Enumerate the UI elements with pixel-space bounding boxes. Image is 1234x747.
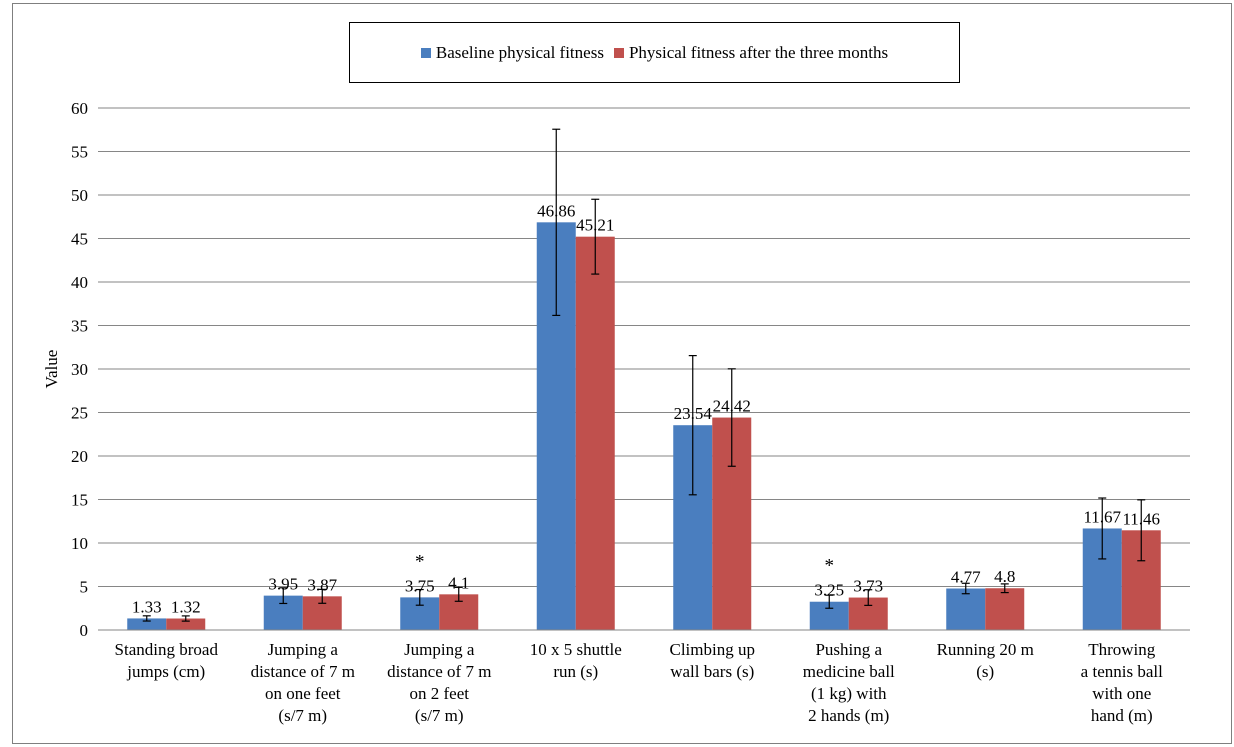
y-tick-label: 5 [80,578,89,597]
y-tick-label: 35 [71,317,88,336]
chart-frame [12,3,1232,744]
x-category-label-line: Jumping a [404,640,475,659]
data-label: 45.21 [576,216,614,235]
x-category-label-line: (s) [976,662,994,681]
y-tick-label: 60 [71,99,88,118]
x-category-label-line: Throwing [1088,640,1156,659]
data-label: 11.67 [1083,507,1121,526]
legend: Baseline physical fitness Physical fitne… [349,22,960,83]
y-tick-label: 0 [80,621,89,640]
legend-item-after: Physical fitness after the three months [613,42,889,63]
data-label: 3.73 [853,577,883,596]
legend-label-baseline: Baseline physical fitness [435,42,604,62]
y-tick-label: 45 [71,230,88,249]
gridlines [98,107,1190,587]
y-tick-label: 30 [71,360,88,379]
bars [127,222,1161,630]
data-label: 46.86 [537,201,575,220]
legend-swatch-after [613,47,624,58]
y-tick-label: 20 [71,447,88,466]
x-category-label-line: (s/7 m) [278,706,327,725]
y-tick-label: 25 [71,404,88,423]
y-tick-label: 40 [71,273,88,292]
bar [575,236,615,630]
data-label: 24.42 [713,397,751,416]
legend-swatch-baseline [420,47,431,58]
x-category-label-line: 10 x 5 shuttle [530,640,622,659]
data-label: 3.25 [814,581,844,600]
legend-label-after: Physical fitness after the three months [628,42,889,62]
y-tick-label: 50 [71,186,88,205]
x-category-label-line: run (s) [553,662,598,681]
x-category-label: 10 x 5 shuttle run (s) [530,640,622,681]
x-category-label-line: Climbing up [670,640,755,659]
data-label: 4.8 [994,567,1015,586]
x-category-label-line: medicine ball [803,662,895,681]
x-category-label-line: on one feet [265,684,341,703]
data-label: 11.46 [1122,509,1160,528]
x-category-label-line: jumps (cm) [126,662,205,681]
y-tick-label: 10 [71,534,88,553]
y-tick-label: 15 [71,491,88,510]
data-label: 3.75 [405,576,435,595]
x-category-label-line: Jumping a [268,640,339,659]
x-category-label-line: Running 20 m [937,640,1034,659]
data-label: 23.54 [674,404,713,423]
data-label: 4.77 [951,568,981,587]
data-label: 1.32 [171,598,201,617]
y-tick-label: 55 [71,143,88,162]
x-category-label: Throwing a tennis ball with one hand (m) [1081,640,1163,725]
x-category-label-line: (1 kg) with [811,684,887,703]
x-category-label: Running 20 m (s) [937,640,1034,681]
x-category-label-line: with one [1092,684,1151,703]
x-category-label-line: 2 hands (m) [808,706,889,725]
x-category-label-line: distance of 7 m [387,662,491,681]
data-label: 3.95 [268,575,298,594]
data-labels: 1.33 3.95 3.75 46.86 23.54 3.25 4.77 11.67 1.32 3… [132,201,1160,616]
significance-marker: * [825,556,835,577]
x-category-label-line: (s/7 m) [415,706,464,725]
bar [946,588,986,630]
x-category-label: Jumping a distance of 7 m on 2 feet (s/7 m) [387,640,491,725]
x-category-label-line: distance of 7 m [251,662,355,681]
x-category-label-line: on 2 feet [410,684,470,703]
x-category-label: Climbing up wall bars (s) [670,640,755,681]
data-label: 4.1 [448,573,469,592]
legend-item-baseline: Baseline physical fitness [420,42,604,63]
bar [127,618,167,630]
error-bars [142,128,1146,622]
x-category-label: Pushing a medicine ball (1 kg) with 2 hands… [803,640,895,725]
bar [985,588,1025,630]
data-label: 3.87 [307,575,337,594]
x-category-label: Standing broad jumps (cm) [115,640,219,681]
x-category-label-line: wall bars (s) [670,662,754,681]
x-category-label-line: Pushing a [815,640,882,659]
x-axis-categories: Standing broad jumps (cm) Jumping a distanc… [115,640,1164,725]
y-axis-ticks: 0 5 10 15 20 25 30 35 40 45 50 55 60 [71,99,88,640]
bar [166,618,206,630]
x-category-label-line: hand (m) [1091,706,1153,725]
x-category-label-line: Standing broad [115,640,219,659]
x-category-label: Jumping a distance of 7 m on one feet (s/7 … [251,640,355,725]
y-axis-label: Value [42,350,61,389]
significance-marker: * [415,551,425,572]
x-category-label-line: a tennis ball [1081,662,1163,681]
data-label: 1.33 [132,597,162,616]
